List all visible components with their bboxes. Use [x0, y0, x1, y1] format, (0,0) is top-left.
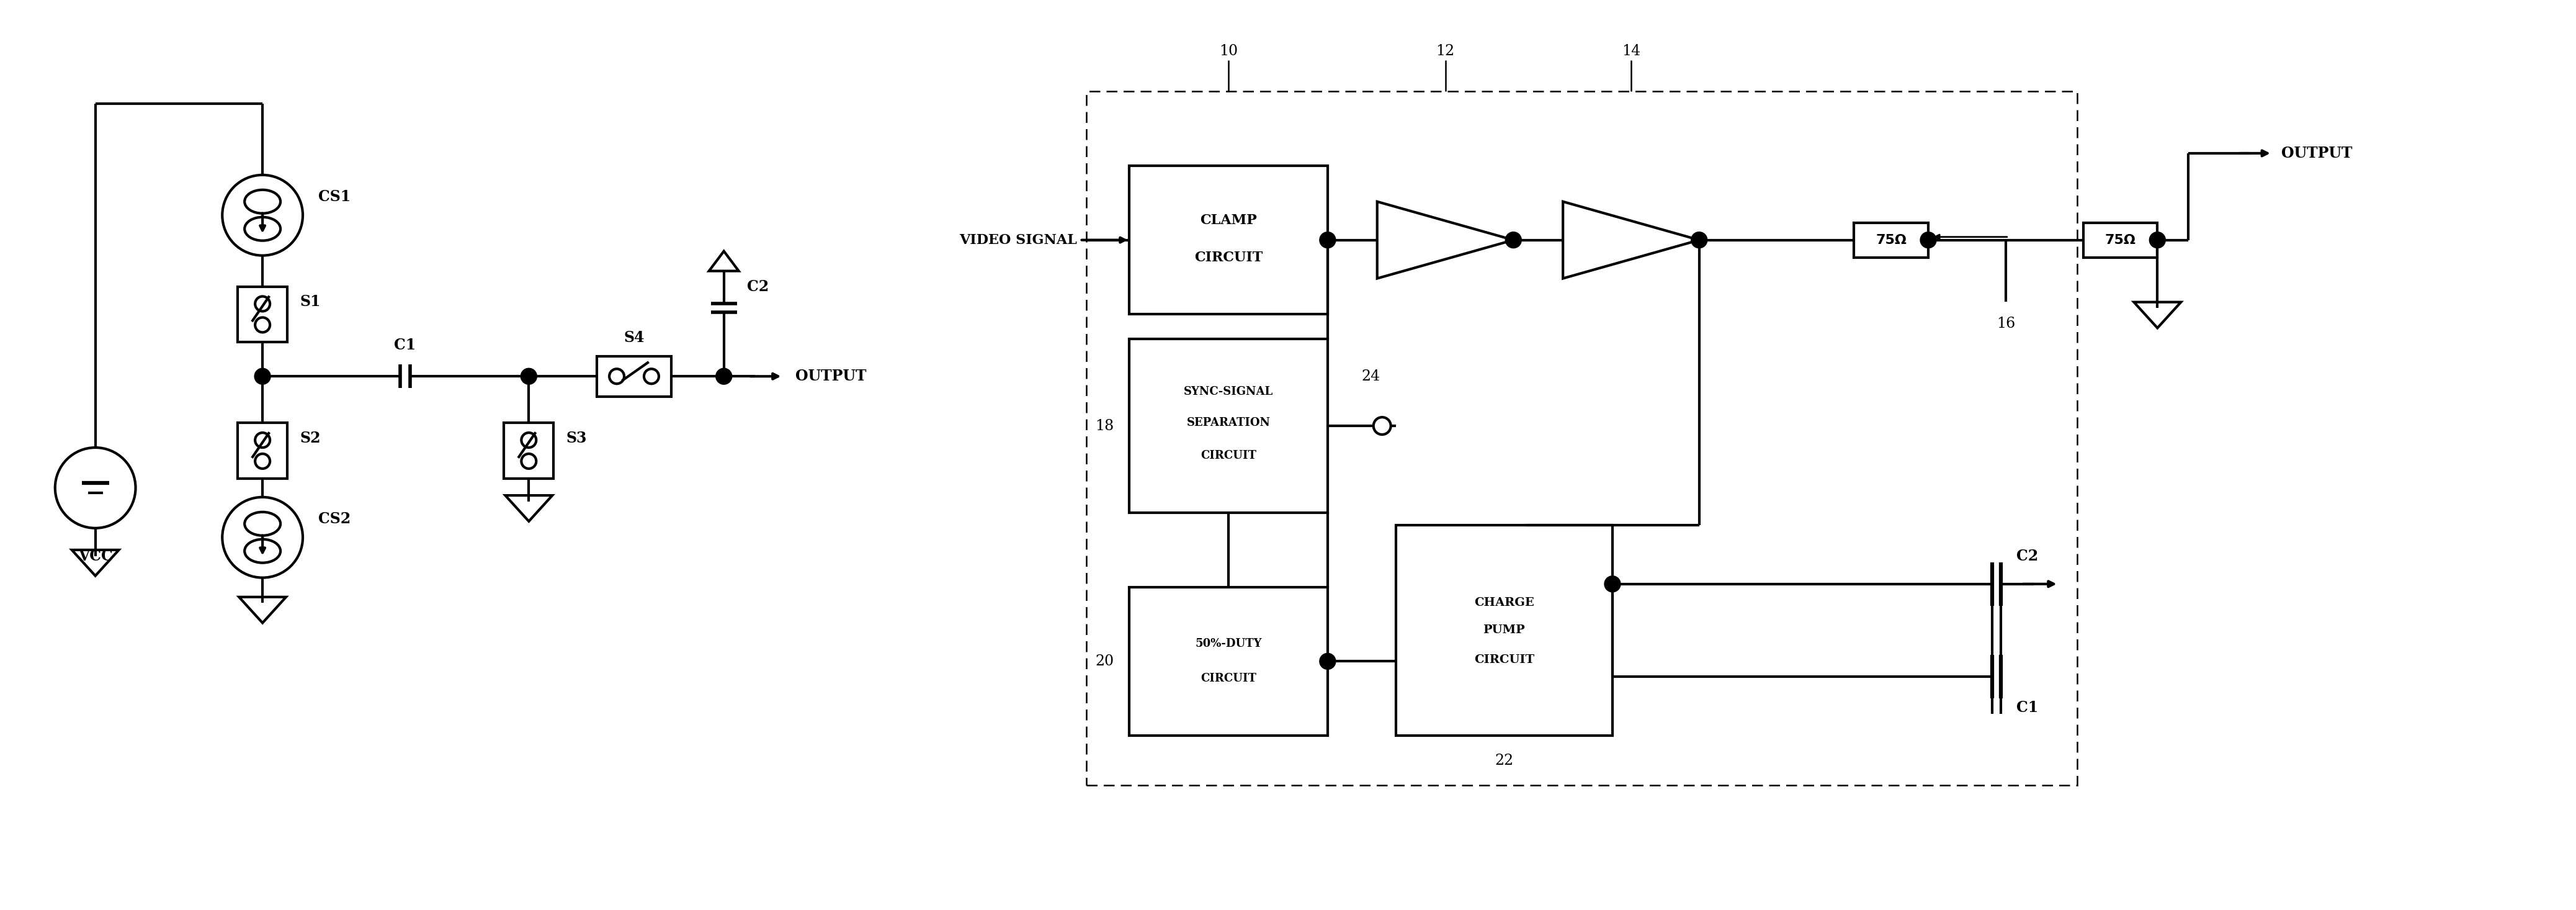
- Bar: [237, 287, 289, 342]
- Circle shape: [1319, 653, 1337, 670]
- Text: CLAMP: CLAMP: [1200, 213, 1257, 227]
- Circle shape: [716, 369, 732, 384]
- Text: CIRCUIT: CIRCUIT: [1195, 250, 1262, 264]
- Circle shape: [1504, 232, 1522, 248]
- Text: 50%-DUTY: 50%-DUTY: [1195, 639, 1262, 650]
- Circle shape: [1605, 576, 1620, 592]
- Text: VCC: VCC: [77, 549, 113, 563]
- Text: 10: 10: [1218, 44, 1239, 58]
- Bar: [1128, 339, 1327, 512]
- Text: S2: S2: [299, 430, 319, 446]
- Text: 24: 24: [1363, 369, 1381, 383]
- Bar: [1087, 91, 2076, 785]
- Text: C1: C1: [2017, 700, 2038, 715]
- Text: C2: C2: [2017, 549, 2038, 563]
- Circle shape: [1690, 232, 1708, 248]
- Text: CIRCUIT: CIRCUIT: [1473, 654, 1535, 665]
- Text: VIDEO SIGNAL: VIDEO SIGNAL: [958, 233, 1077, 247]
- Text: C1: C1: [394, 338, 415, 353]
- Text: CS1: CS1: [319, 189, 350, 204]
- Circle shape: [520, 369, 536, 384]
- Text: 18: 18: [1095, 419, 1113, 433]
- Text: 75Ω: 75Ω: [2105, 234, 2136, 247]
- Bar: [1128, 587, 1327, 735]
- Circle shape: [1919, 232, 1937, 248]
- Text: S1: S1: [299, 295, 319, 309]
- Text: CS2: CS2: [319, 511, 350, 526]
- Text: PUMP: PUMP: [1484, 625, 1525, 636]
- Bar: [505, 423, 554, 479]
- Text: CIRCUIT: CIRCUIT: [1200, 450, 1257, 461]
- Text: C2: C2: [747, 279, 768, 294]
- Bar: [598, 356, 672, 397]
- Text: 12: 12: [1435, 44, 1455, 58]
- Text: 22: 22: [1494, 753, 1515, 767]
- Text: CIRCUIT: CIRCUIT: [1200, 673, 1257, 684]
- Text: OUTPUT: OUTPUT: [2282, 146, 2352, 161]
- Text: S3: S3: [567, 430, 587, 446]
- Circle shape: [1319, 232, 1337, 248]
- Text: SEPARATION: SEPARATION: [1188, 417, 1270, 429]
- Text: S4: S4: [623, 330, 644, 346]
- Circle shape: [255, 369, 270, 384]
- Bar: [237, 423, 289, 479]
- Bar: [1128, 166, 1327, 314]
- Text: OUTPUT: OUTPUT: [796, 369, 866, 384]
- Circle shape: [2148, 232, 2166, 248]
- Bar: [1855, 223, 1929, 258]
- Bar: [2084, 223, 2159, 258]
- Text: 14: 14: [1623, 44, 1641, 58]
- Text: CHARGE: CHARGE: [1473, 597, 1535, 608]
- Text: 75Ω: 75Ω: [1875, 234, 1906, 247]
- Text: 20: 20: [1095, 654, 1113, 669]
- Text: SYNC-SIGNAL: SYNC-SIGNAL: [1185, 386, 1273, 398]
- Bar: [1396, 525, 1613, 735]
- Text: 16: 16: [1996, 317, 2014, 331]
